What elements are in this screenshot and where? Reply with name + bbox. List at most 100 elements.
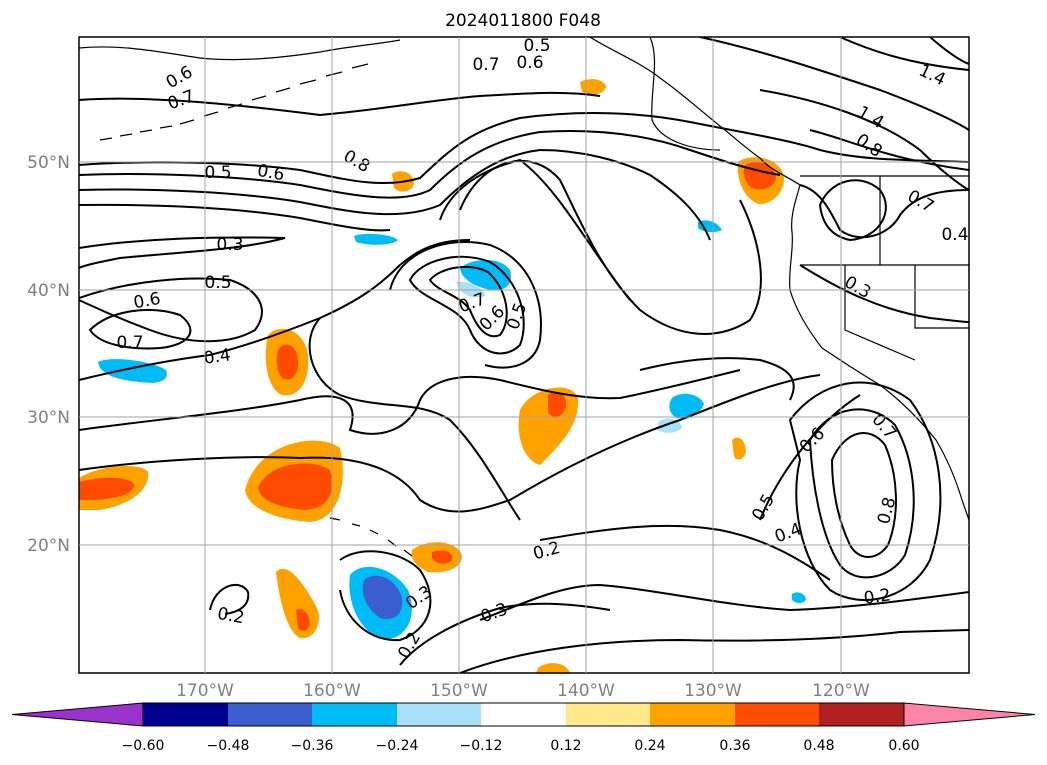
shaded-region-strong-positive	[276, 344, 298, 380]
north-america-west-coastline	[759, 157, 969, 521]
colorbar-segment	[143, 703, 228, 726]
shaded-region-negative	[792, 592, 806, 603]
contour-line	[759, 394, 861, 521]
colorbar-right-extension	[903, 702, 1036, 727]
contour-line	[79, 239, 471, 381]
shaded-region-strong-negative	[362, 575, 403, 620]
colorbar-segment	[735, 703, 819, 726]
colorbar-frame	[142, 702, 905, 727]
shaded-region-strong-positive	[258, 463, 333, 510]
colorbar-left-extension	[11, 702, 144, 727]
longitude-labels: 170°W 160°W 150°W 140°W 130°W 120°W	[176, 681, 870, 701]
hawaiian-islands	[329, 517, 413, 557]
alaska-coastline	[79, 39, 401, 61]
colorbar-tick-label: 0.36	[719, 738, 750, 754]
contour-line	[399, 602, 611, 666]
contour-label: 0.5	[204, 163, 231, 183]
longitude-label: 130°W	[684, 681, 742, 701]
contour-line	[459, 629, 969, 673]
contour-line	[809, 129, 969, 171]
contour-line	[79, 203, 391, 232]
colorbar-segment	[650, 703, 735, 726]
colorbar-tick-label: −0.36	[291, 738, 334, 754]
latitude-label: 20°N	[27, 536, 70, 556]
canada-coast-inland	[649, 37, 721, 151]
longitude-label: 150°W	[430, 681, 488, 701]
latitude-label: 40°N	[27, 281, 70, 301]
colorbar-segment	[566, 703, 650, 726]
map-area: 0.5 0.7 0.6 0.6 0.7 1.4 1.4 0.8 0.5 0.6 …	[78, 36, 970, 674]
longitude-label: 120°W	[812, 681, 870, 701]
contour-label: 0.3	[216, 235, 243, 255]
colorbar-segment	[312, 703, 397, 726]
colorbar-tick-label: 0.48	[803, 738, 834, 754]
contour-label: 0.7	[472, 55, 499, 75]
contour-line	[79, 369, 741, 435]
contour-line	[759, 89, 969, 191]
figure-title: 2024011800 F048	[445, 11, 601, 31]
contour-label: 0.7	[116, 333, 143, 353]
longitude-label: 160°W	[303, 681, 361, 701]
latitude-labels: 50°N 40°N 30°N 20°N	[27, 153, 70, 556]
contour-line	[389, 241, 542, 369]
contour-label: 0.4	[203, 345, 233, 369]
contour-line	[439, 158, 631, 301]
contour-line	[839, 37, 969, 71]
contour-label: 0.2	[863, 585, 893, 609]
colorbar-segment	[481, 703, 566, 726]
shaded-region-strong-positive	[548, 391, 567, 417]
shaded-region-strong-positive	[432, 550, 453, 564]
contour-label: 0.5	[523, 36, 550, 56]
contour-line	[808, 408, 915, 579]
contour-line	[209, 583, 250, 615]
shaded-region-weak-negative	[456, 281, 486, 298]
contour-line	[799, 184, 969, 239]
contour-label: 0.2	[216, 604, 246, 628]
colorbar-segment	[397, 703, 481, 726]
us-state-borders	[800, 175, 969, 361]
colorbar: −0.60 −0.48 −0.36 −0.24 −0.12 0.12 0.24 …	[11, 702, 1036, 754]
contour-label: 0.5	[204, 273, 231, 293]
colorbar-tick-label: 0.60	[888, 738, 919, 754]
colorbar-tick-label: −0.60	[122, 738, 165, 754]
contour-line	[79, 374, 821, 513]
longitude-label: 140°W	[557, 681, 615, 701]
colorbar-tick-label: 0.24	[634, 738, 665, 754]
shaded-region-strong-positive	[79, 477, 134, 500]
latitude-label: 30°N	[27, 408, 70, 428]
contour-lines	[79, 37, 969, 673]
latitude-label: 50°N	[27, 153, 70, 173]
colorbar-segment	[819, 703, 904, 726]
longitude-label: 170°W	[176, 681, 234, 701]
contour-line	[639, 357, 795, 401]
alaska-panhandle-coastline	[589, 37, 761, 159]
contour-line	[308, 317, 521, 521]
map-background	[79, 37, 969, 673]
colorbar-tick-label: −0.12	[460, 738, 503, 754]
contour-line	[818, 179, 887, 242]
contour-label: 0.6	[256, 161, 286, 185]
shaded-region-positive	[732, 437, 746, 460]
shaded-region-negative	[354, 233, 398, 245]
contour-line	[799, 264, 969, 323]
colorbar-tick-label: −0.24	[376, 738, 419, 754]
map-frame	[78, 36, 970, 674]
contour-line	[79, 236, 286, 269]
contour-line	[79, 112, 969, 185]
shaded-region-negative	[669, 393, 704, 419]
contour-line	[699, 37, 969, 131]
contour-line	[428, 265, 508, 338]
shaded-region-strong-positive	[296, 608, 310, 631]
contour-line	[79, 91, 601, 117]
contour-label: 0.6	[132, 289, 162, 313]
colorbar-tick-label: −0.48	[207, 738, 250, 754]
contour-line	[929, 37, 969, 65]
colorbar-segment	[228, 703, 312, 726]
contour-line	[88, 309, 192, 350]
contour-line	[459, 159, 762, 335]
contour-line	[830, 432, 897, 558]
colorbar-tick-label: 0.12	[550, 738, 581, 754]
shaded-region-positive	[536, 663, 570, 673]
contour-line	[408, 255, 525, 355]
contour-line	[339, 550, 432, 642]
